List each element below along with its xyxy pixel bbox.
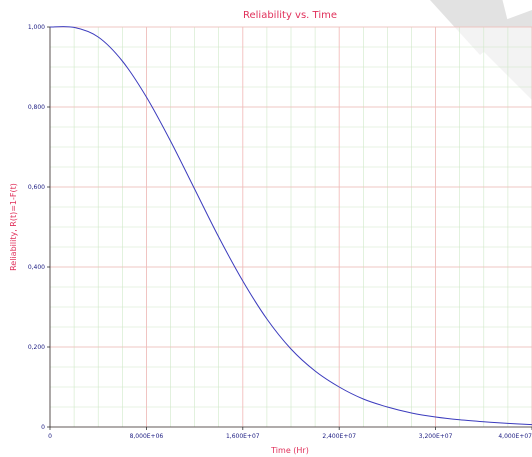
y-tick-label: 0,600 (28, 184, 45, 191)
x-tick-label: 0 (48, 433, 52, 440)
y-tick-label: 1,000 (28, 24, 45, 31)
x-axis-label: Time (Hr) (270, 446, 309, 455)
y-tick-label: 0,400 (28, 264, 45, 271)
x-tick-label: 2,400E+07 (322, 433, 356, 440)
y-tick-label: 0,200 (28, 344, 45, 351)
reliability-curve (49, 26, 532, 426)
chart-title: Reliability vs. Time (243, 10, 337, 21)
y-axis-label: Reliability, R(t)=1-F(t) (9, 183, 18, 271)
x-tick-label: 8,000E+06 (130, 433, 164, 440)
x-tick-label: 3,200E+07 (419, 433, 453, 440)
y-tick-label: 0,800 (28, 104, 45, 111)
y-tick-label: 0 (41, 424, 45, 431)
axis-ticks: 0 8,000E+06 1,600E+07 2,400E+07 3,200E+07 4,0… (28, 24, 532, 440)
x-tick-label: 1,600E+07 (226, 433, 260, 440)
plot-grid (49, 26, 532, 428)
x-tick-label: 4,000E+07 (498, 433, 532, 440)
